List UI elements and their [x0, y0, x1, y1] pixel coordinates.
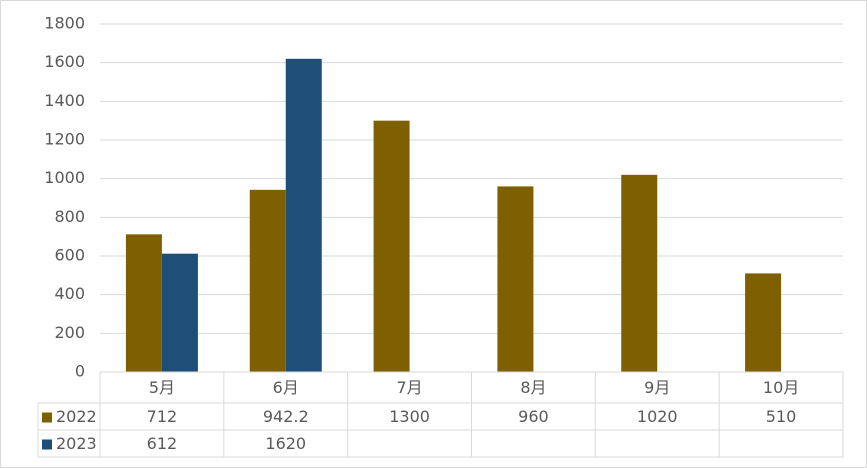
x-tick-label: 6月 [273, 378, 299, 397]
legend-label: 2022 [56, 407, 97, 426]
x-tick-label: 5月 [149, 378, 175, 397]
table-value: 960 [518, 407, 549, 426]
bar [249, 189, 286, 372]
x-tick-label: 9月 [644, 378, 670, 397]
x-tick-label: 10月 [763, 378, 799, 397]
table-value: 1620 [265, 434, 306, 453]
table-value: 942.2 [263, 407, 309, 426]
y-tick-label: 1200 [44, 130, 85, 149]
table-value: 510 [766, 407, 797, 426]
y-tick-label: 400 [54, 284, 85, 303]
x-tick-label: 8月 [520, 378, 546, 397]
y-tick-label: 1400 [44, 91, 85, 110]
bar [373, 120, 410, 373]
bar [285, 58, 322, 373]
x-tick-label: 7月 [396, 378, 422, 397]
y-tick-label: 1600 [44, 52, 85, 71]
bar [161, 253, 198, 372]
y-tick-label: 800 [54, 207, 85, 226]
table-value: 712 [147, 407, 178, 426]
legend-swatch [42, 412, 52, 423]
legend-swatch [42, 439, 52, 450]
table-value: 612 [147, 434, 178, 453]
bar [497, 186, 534, 372]
y-tick-label: 200 [54, 323, 85, 342]
y-tick-label: 1800 [44, 14, 85, 33]
bar [745, 273, 782, 372]
legend-label: 2023 [56, 434, 97, 453]
table-value: 1300 [389, 407, 430, 426]
bar [621, 174, 658, 372]
table-value: 1020 [637, 407, 678, 426]
y-tick-label: 600 [54, 246, 85, 265]
bar [125, 234, 162, 372]
y-tick-label: 1000 [44, 168, 85, 187]
y-tick-label: 0 [75, 362, 85, 381]
